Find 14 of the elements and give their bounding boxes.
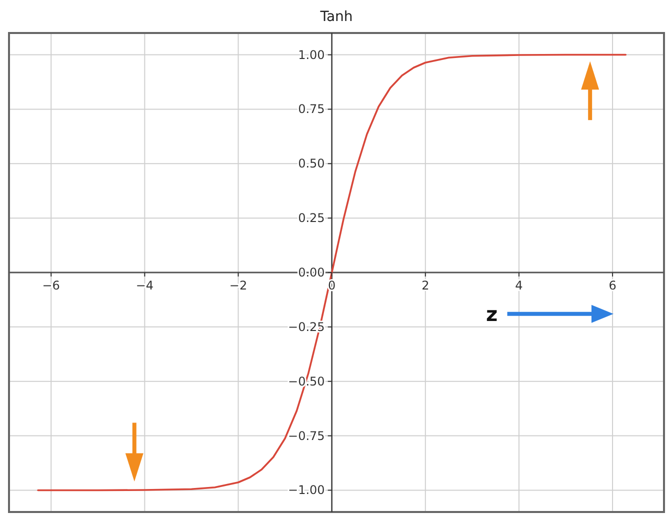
x-tick-label: 4	[515, 278, 523, 292]
y-tick-label: 0.50	[298, 156, 325, 171]
chart-title: Tanh	[319, 9, 353, 25]
y-tick-label: 1.00	[298, 48, 325, 62]
x-tick-label: 6	[608, 278, 616, 292]
y-tick-label: −0.75	[288, 428, 325, 443]
y-tick-label: 0.25	[298, 211, 325, 226]
x-tick-label: −2	[229, 278, 248, 292]
x-tick-label: 2	[422, 278, 430, 292]
x-tick-label: −4	[136, 278, 154, 292]
x-tick-label: −6	[42, 278, 60, 292]
y-tick-label: 0.75	[298, 102, 325, 116]
x-axis-title: z	[486, 302, 498, 326]
y-tick-label: −1.00	[288, 483, 325, 498]
